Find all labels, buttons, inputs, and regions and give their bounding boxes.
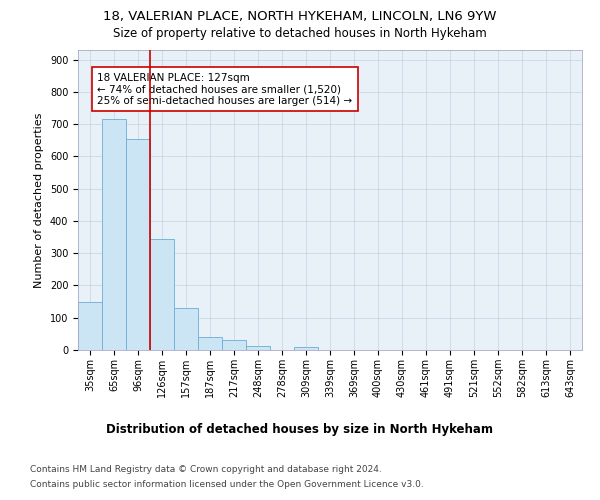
Bar — [150, 238, 174, 350]
Bar — [102, 120, 126, 350]
Text: Distribution of detached houses by size in North Hykeham: Distribution of detached houses by size … — [107, 422, 493, 436]
Text: 18, VALERIAN PLACE, NORTH HYKEHAM, LINCOLN, LN6 9YW: 18, VALERIAN PLACE, NORTH HYKEHAM, LINCO… — [103, 10, 497, 23]
Bar — [246, 346, 270, 350]
Y-axis label: Number of detached properties: Number of detached properties — [34, 112, 44, 288]
Bar — [198, 337, 222, 350]
Bar — [222, 340, 246, 350]
Text: 18 VALERIAN PLACE: 127sqm
← 74% of detached houses are smaller (1,520)
25% of se: 18 VALERIAN PLACE: 127sqm ← 74% of detac… — [97, 72, 352, 106]
Text: Contains HM Land Registry data © Crown copyright and database right 2024.: Contains HM Land Registry data © Crown c… — [30, 465, 382, 474]
Bar — [126, 138, 150, 350]
Text: Contains public sector information licensed under the Open Government Licence v3: Contains public sector information licen… — [30, 480, 424, 489]
Text: Size of property relative to detached houses in North Hykeham: Size of property relative to detached ho… — [113, 28, 487, 40]
Bar — [78, 302, 102, 350]
Bar — [294, 347, 318, 350]
Bar — [174, 308, 198, 350]
